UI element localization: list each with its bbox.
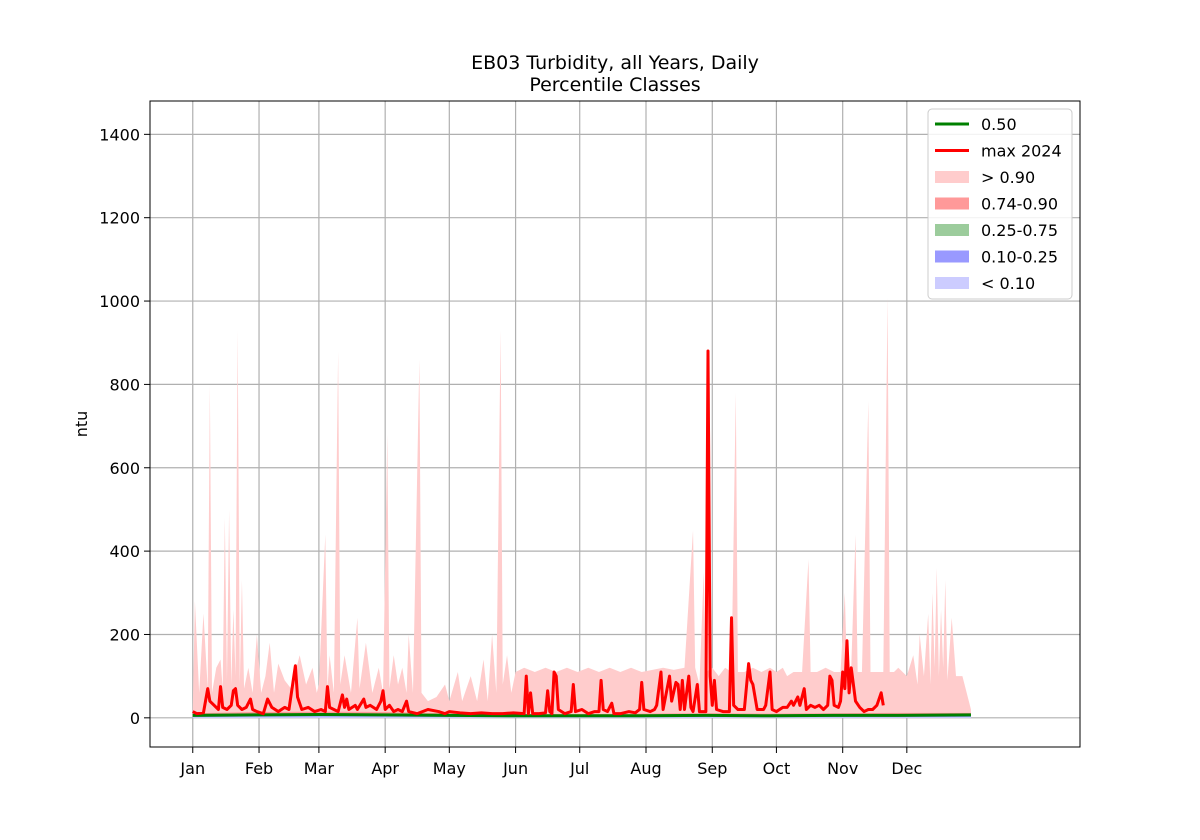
legend-patch-swatch: [935, 224, 969, 236]
legend-label: 0.74-0.90: [981, 195, 1058, 214]
x-axis-ticks: Jan Feb Mar Apr May Jun Jul Aug Sep Oct Nov Dec: [179, 747, 922, 778]
legend-patch-swatch: [935, 277, 969, 289]
x-tick-label: Jun: [502, 759, 528, 778]
chart-title: EB03 Turbidity, all Years, Daily: [471, 52, 759, 74]
legend-label: 0.10-0.25: [981, 248, 1058, 267]
legend: 0.50 max 2024 > 0.90 0.74-0.90 0.25-0.75 0.10…: [927, 108, 1073, 300]
x-tick-label: Dec: [891, 759, 922, 778]
legend-patch-swatch: [935, 197, 969, 210]
x-tick-label: May: [433, 759, 466, 778]
y-tick-label: 200: [109, 625, 140, 644]
chart-subtitle: Percentile Classes: [529, 74, 700, 96]
y-tick-label: 600: [109, 459, 140, 478]
y-tick-label: 1000: [99, 292, 140, 311]
legend-label: < 0.10: [981, 274, 1035, 293]
x-tick-label: Apr: [371, 759, 399, 778]
series-line-max-2024: [192, 349, 885, 716]
x-tick-label: Aug: [630, 759, 661, 778]
legend-patch-swatch: [935, 250, 969, 263]
y-axis-ticks: 0 200 400 600 800 1000 1200 1400: [99, 125, 150, 728]
y-axis-label: ntu: [72, 411, 91, 438]
y-tick-label: 400: [109, 542, 140, 561]
legend-label: max 2024: [981, 142, 1062, 161]
x-tick-label: Mar: [304, 759, 335, 778]
x-tick-label: Jan: [179, 759, 205, 778]
series-line-0-50: [192, 712, 971, 718]
series-lines: [192, 349, 971, 718]
x-tick-label: Feb: [245, 759, 273, 778]
legend-label: 0.50: [981, 115, 1017, 134]
legend-patch-swatch: [935, 171, 969, 183]
y-tick-label: 1400: [99, 125, 140, 144]
legend-label: > 0.90: [981, 168, 1035, 187]
legend-label: 0.25-0.75: [981, 221, 1058, 240]
x-tick-label: Nov: [827, 759, 858, 778]
y-tick-label: 800: [109, 375, 140, 394]
series-area-0-90: [192, 296, 971, 718]
y-tick-label: 0: [130, 709, 140, 728]
y-tick-label: 1200: [99, 209, 140, 228]
x-tick-label: Oct: [763, 759, 791, 778]
x-tick-label: Sep: [697, 759, 727, 778]
x-tick-label: Jul: [569, 759, 589, 778]
plot-frame: [149, 100, 1081, 748]
